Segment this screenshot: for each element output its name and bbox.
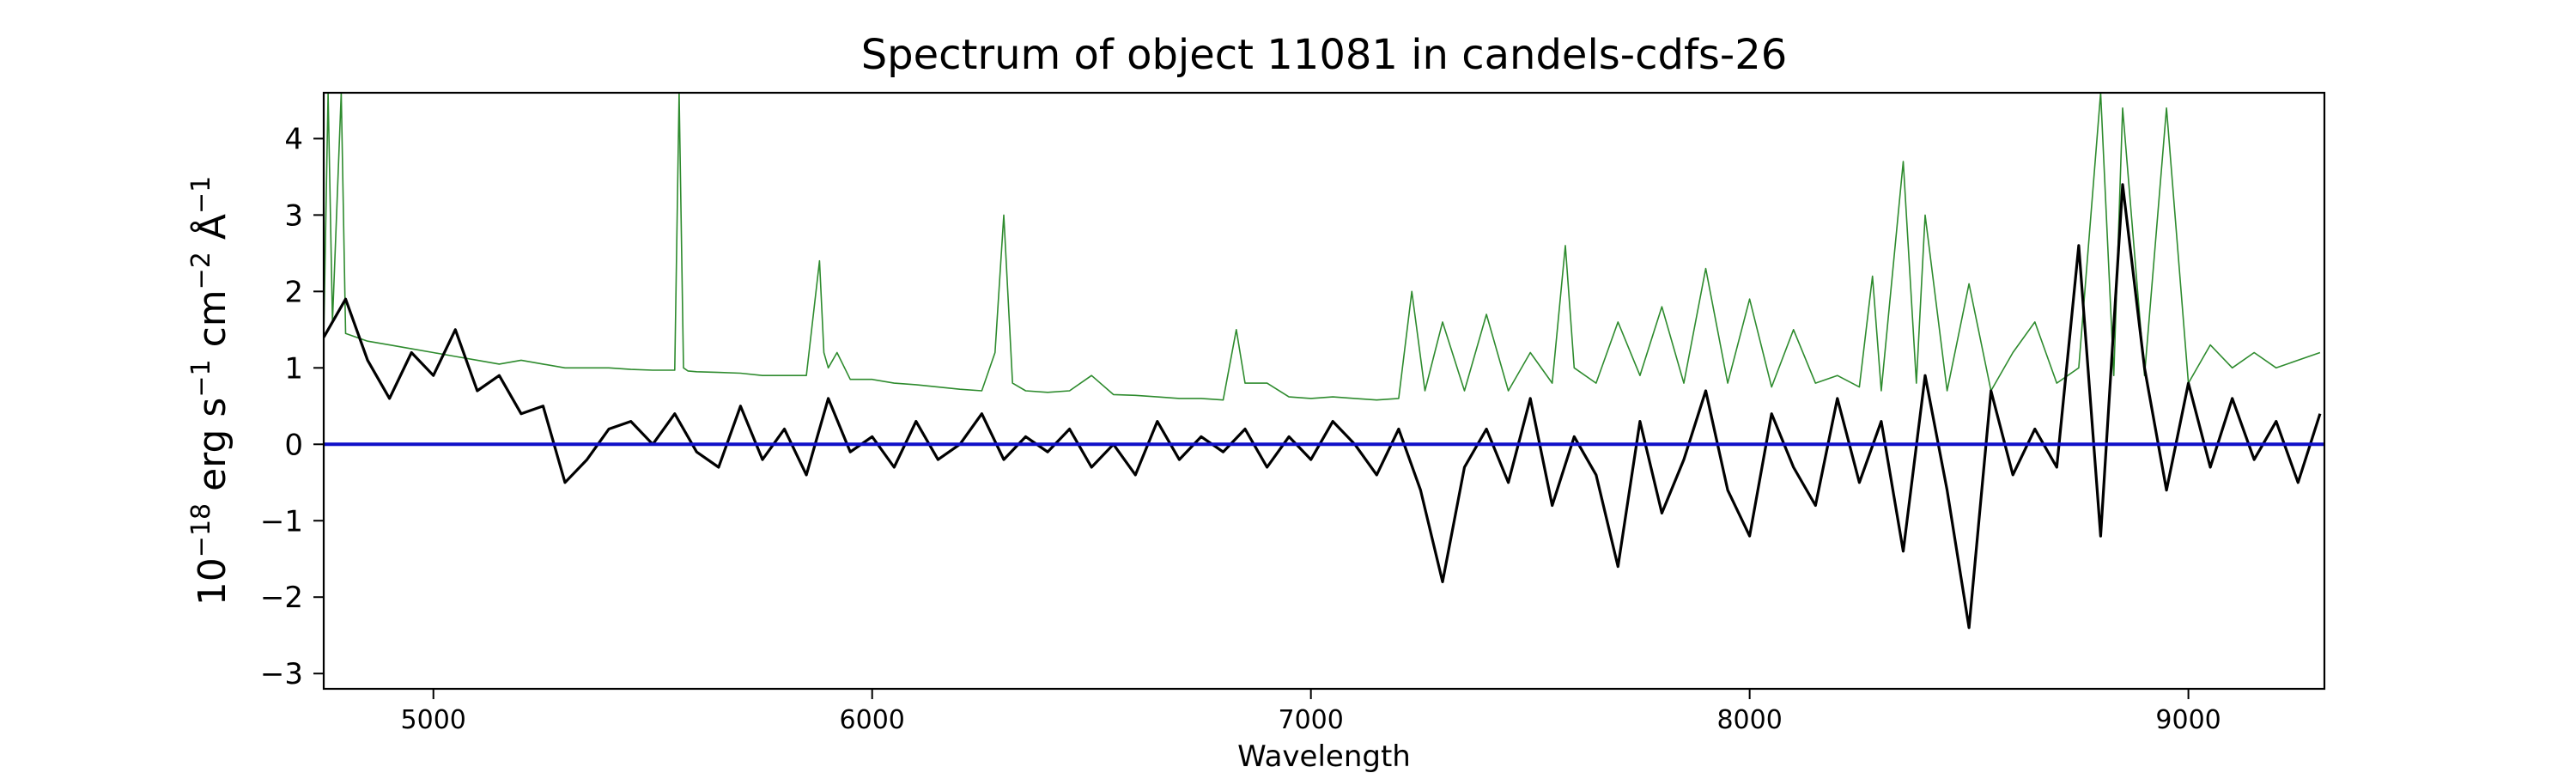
- y-tick-label: −3: [260, 657, 303, 691]
- plot-area: [324, 93, 2324, 630]
- y-axis-label: 10−18 erg s−1 cm−2 Å−1: [186, 176, 234, 606]
- y-axis: −3 −2 −1 0 1 2 3 4: [260, 122, 324, 691]
- x-tick-label: 7000: [1278, 705, 1343, 735]
- y-tick-label: −1: [260, 504, 303, 539]
- y-tick-label: 4: [284, 122, 303, 156]
- x-tick-label: 6000: [840, 705, 905, 735]
- x-tick-label: 5000: [401, 705, 466, 735]
- y-tick-label: −2: [260, 581, 303, 615]
- error-line: [324, 93, 2321, 401]
- y-tick-label: 0: [284, 428, 303, 462]
- x-tick-label: 8000: [1716, 705, 1782, 735]
- x-axis: 5000 6000 7000 8000 9000: [401, 689, 2221, 735]
- y-tick-label: 2: [284, 275, 303, 309]
- x-axis-label: Wavelength: [1237, 740, 1411, 773]
- chart-title: Spectrum of object 11081 in candels-cdfs…: [861, 31, 1788, 79]
- flux-line: [324, 183, 2322, 630]
- y-tick-label: 1: [284, 351, 303, 386]
- plot-frame: [322, 91, 2326, 691]
- x-tick-label: 9000: [2155, 705, 2221, 735]
- y-tick-label: 3: [284, 198, 303, 233]
